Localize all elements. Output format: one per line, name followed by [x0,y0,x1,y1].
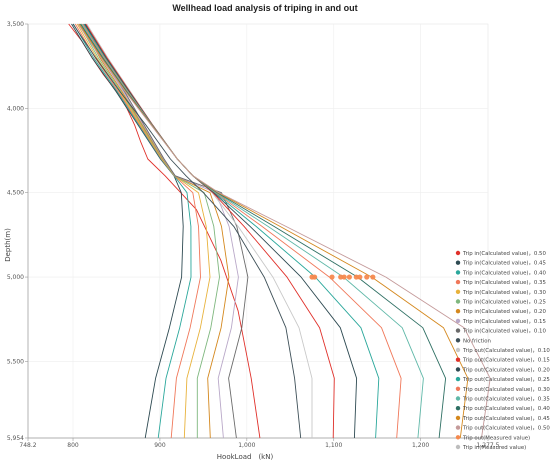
legend-marker [455,260,461,265]
legend-label: Trip out(Calculated value)，0.35 [462,397,550,403]
legend-item[interactable]: Trip out(Calculated value)，0.45 [455,415,550,422]
series-line-5 [78,23,220,438]
legend-label: Trip in(Calculated value)，0.15 [462,319,546,325]
y-tick-label: 5,000 [7,274,24,281]
legend-label: Trip in(Calculated value)，0.10 [462,329,546,335]
legend-item[interactable]: Trip out(Calculated value)，0.50 [455,425,550,432]
series-line-3 [74,23,201,439]
x-tick-label: 1,277.5 [477,442,500,449]
measured-point [312,274,318,280]
legend-marker [455,396,461,401]
x-tick-label: 748.2 [19,442,36,449]
legend-marker [455,376,461,382]
x-tick-label: 800 [67,442,79,449]
legend-label: No friction [463,338,491,344]
legend-marker [455,250,461,256]
legend-label: Trip out(Calculated value)，0.40 [462,406,550,412]
x-tick-label: 1,100 [325,442,342,449]
legend-item[interactable]: Trip in(Calculated value)，0.50 [455,250,547,257]
series-line-7 [82,23,239,439]
legend-item[interactable]: Trip in(Calculated value)，0.30 [455,289,547,296]
legend-label: Trip in(Calculated value)，0.20 [462,309,546,315]
legend-label: Trip out(Calculated value)，0.10 [462,348,550,354]
legend-marker [455,367,461,372]
legend-label: Trip in(Calculated value)，0.50 [462,251,546,257]
y-axis-label: Depth(m) [4,228,12,262]
chart-title: Wellhead load analysis of triping in and… [172,3,357,13]
legend-label: Trip in(Calculated value)，0.40 [462,270,546,276]
legend[interactable]: Trip in(Calculated value)，0.50 Trip in(Ca… [455,250,550,451]
series-line-1 [71,23,184,439]
legend-marker [455,406,461,411]
legend-marker [455,347,461,353]
legend-marker [455,357,461,362]
legend-item[interactable]: Trip out(Calculated value)，0.35 [455,396,550,403]
legend-marker [455,318,461,324]
legend-item[interactable]: Trip in(Calculated value)，0.10 [455,328,547,335]
measured-point [364,274,370,280]
legend-marker [455,279,461,285]
series-line-6 [80,23,230,439]
legend-marker [455,328,461,333]
measured-point [341,274,347,280]
legend-label: Trip out(Calculated value)，0.30 [462,387,550,393]
legend-marker [455,386,461,391]
legend-label: Trip in(Calculated value)，0.35 [462,280,546,286]
legend-label: Trip in(Calculated value)，0.45 [462,261,546,267]
series-line-9 [72,23,302,439]
legend-item[interactable]: Trip out(Calculated value)，0.15 [455,357,550,364]
legend-label: Trip out(Calculated value)，0.45 [462,416,550,422]
legend-label: Trip in(Measured value) [462,445,526,451]
legend-item[interactable]: Trip in(Calculated value)，0.20 [455,309,547,315]
legend-marker [455,270,461,275]
x-tick-label: 1,200 [412,442,429,449]
series-layer [68,23,491,439]
x-axis-label: HookLoad (kN) [217,453,274,461]
legend-item[interactable]: Trip out(Calculated value)，0.30 [455,386,550,393]
legend-item[interactable]: Trip out(Measured value) [455,435,530,441]
legend-item[interactable]: Trip in(Calculated value)，0.45 [455,260,546,267]
legend-label: Trip out(Calculated value)，0.20 [462,367,550,373]
series-line-2 [73,23,192,439]
legend-label: Trip out(Calculated value)，0.25 [462,377,550,383]
legend-marker [455,425,461,430]
x-tick-label: 1,000 [238,442,255,449]
measured-point [329,274,335,280]
legend-item[interactable]: No friction [455,338,491,344]
legend-item[interactable]: Trip in(Calculated value)，0.40 [455,270,547,276]
y-tick-label: 3,500 [7,21,24,28]
legend-marker [455,338,461,343]
y-tick-label: 4,000 [7,105,24,112]
legend-marker [455,435,461,440]
legend-label: Trip in(Calculated value)，0.25 [462,300,546,306]
measured-point [346,274,352,280]
legend-marker [455,289,461,294]
x-tick-label: 900 [154,442,166,449]
legend-item[interactable]: Trip in(Calculated value)，0.25 [455,299,546,306]
legend-label: Trip in(Calculated value)，0.30 [462,290,546,296]
legend-item[interactable]: Trip in(Calculated value)，0.35 [455,279,546,286]
legend-label: Trip out(Calculated value)，0.50 [462,426,550,432]
legend-item[interactable]: Trip out(Calculated value)，0.20 [455,367,550,373]
measured-point [370,274,376,280]
legend-marker [455,299,461,304]
axes-layer: 748.2 800 900 1,000 1,100 1,200 1,277.5 3,500 4,… [7,21,500,449]
y-tick-label: 5,500 [7,358,24,365]
series-line-18 [77,23,491,439]
legend-item[interactable]: Trip in(Calculated value)，0.15 [455,318,546,325]
legend-label: Trip out(Calculated value)，0.15 [462,358,550,364]
legend-item[interactable]: Trip out(Calculated value)，0.40 [455,406,550,412]
legend-item[interactable]: Trip in(Measured value) [455,444,526,451]
measured-point [357,274,363,280]
legend-item[interactable]: Trip out(Calculated value)，0.10 [455,347,550,354]
legend-marker [455,415,461,421]
y-tick-label: 5,954 [7,435,24,442]
legend-label: Trip out(Measured value) [462,435,530,441]
legend-marker [455,444,461,450]
legend-marker [455,309,461,314]
legend-item[interactable]: Trip out(Calculated value)，0.25 [455,376,550,383]
y-tick-label: 4,500 [7,190,24,197]
